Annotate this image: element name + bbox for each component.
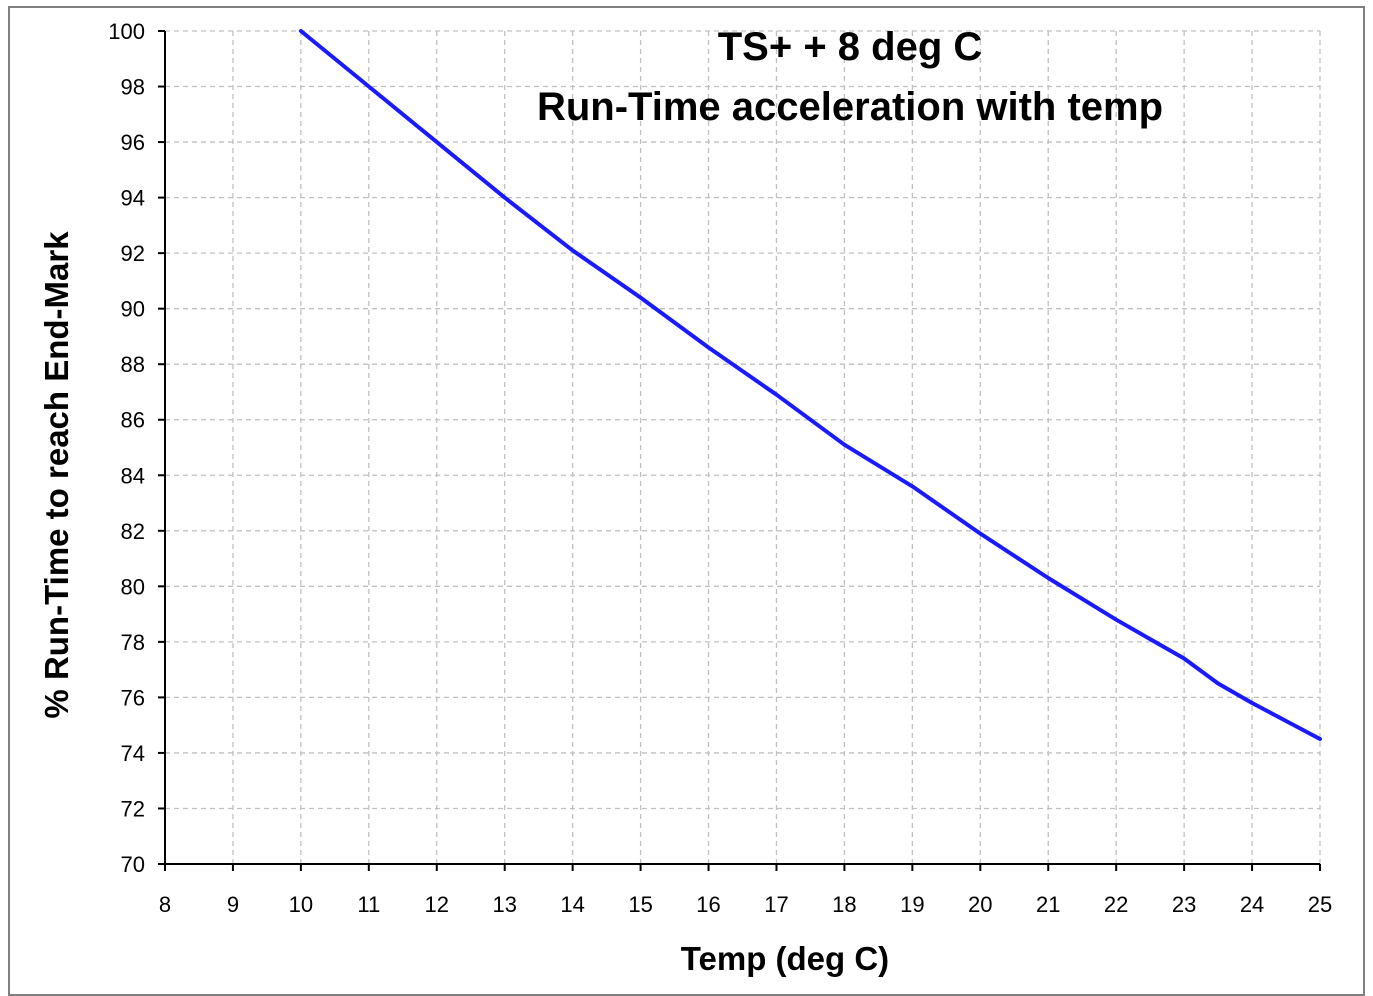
x-tick-label: 11 [357,892,380,917]
y-tick-label: 86 [121,408,145,433]
ticks: 8 9 10 11 12 13 14 15 16 17 18 19 20 21 22 23 24 25 70 72 74… [108,19,1332,917]
axes [164,31,1320,865]
x-tick-label: 12 [425,892,449,917]
chart-title-line-2: Run-Time acceleration with temp [537,85,1163,129]
x-axis-title: Temp (deg C) [681,940,889,977]
series-line [298,29,1322,741]
x-tick-label: 18 [832,892,856,917]
y-tick-label: 92 [121,241,145,266]
y-tick-label: 100 [108,19,145,44]
chart-frame [8,6,1365,996]
x-tick-label: 14 [560,892,584,917]
chart-title-line-1: TS+ + 8 deg C [718,25,983,69]
y-tick-label: 74 [121,741,145,766]
x-tick-label: 9 [227,892,239,917]
y-tick-label: 72 [121,796,145,821]
x-tick-label: 16 [696,892,720,917]
x-tick-label: 19 [900,892,924,917]
x-tick-label: 8 [159,892,171,917]
x-tick-label: 21 [1036,892,1060,917]
y-tick-label: 96 [121,130,145,155]
y-tick-label: 88 [121,352,145,377]
x-tick-label: 23 [1172,892,1196,917]
x-tick-label: 24 [1240,892,1264,917]
y-tick-label: 90 [121,297,145,322]
y-tick-label: 94 [121,186,145,211]
y-tick-label: 70 [121,852,145,877]
y-tick-label: 82 [121,519,145,544]
y-axis-title: % Run-Time to reach End-Mark [38,231,75,719]
x-tick-label: 17 [764,892,788,917]
x-tick-label: 10 [289,892,313,917]
y-tick-label: 80 [121,574,145,599]
series [298,29,1322,741]
y-tick-label: 76 [121,685,145,710]
y-tick-label: 78 [121,630,145,655]
x-tick-label: 25 [1308,892,1332,917]
x-tick-label: 13 [492,892,516,917]
grid [165,30,1321,864]
y-tick-label: 98 [121,75,145,100]
x-tick-label: 20 [968,892,992,917]
x-tick-label: 15 [628,892,652,917]
x-tick-label: 22 [1104,892,1128,917]
y-tick-label: 84 [121,463,145,488]
